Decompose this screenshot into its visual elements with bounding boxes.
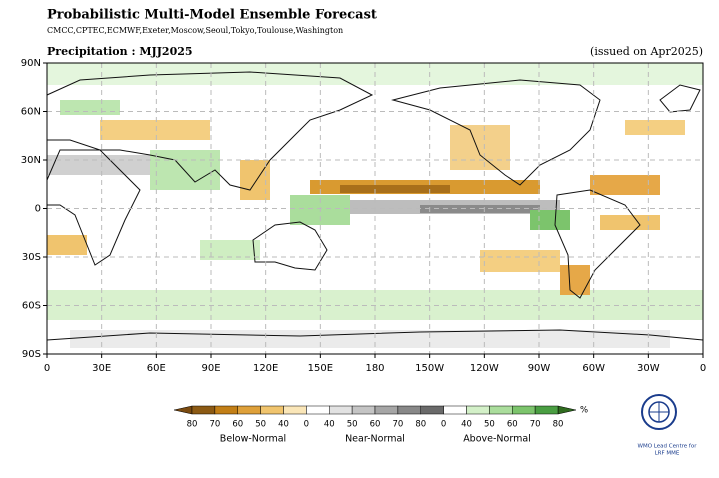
lat-tick-label: 30N <box>21 155 41 166</box>
colorbar-label: 70 <box>209 420 220 430</box>
colorbar-end <box>557 405 577 415</box>
colorbar-box <box>489 405 513 415</box>
colorbar-label: 50 <box>484 420 495 430</box>
title: Probabilistic Multi-Model Ensemble Forec… <box>47 8 377 23</box>
lon-tick-label: 150W <box>415 363 444 374</box>
colorbar-label: 40 <box>324 420 335 430</box>
lat-tick-label: 60S <box>22 301 41 312</box>
colorbar-box <box>512 405 536 415</box>
colorbar-box <box>260 405 284 415</box>
lat-tick-label: 0 <box>35 204 41 215</box>
colorbar-box <box>191 405 216 415</box>
colorbar-unit: % <box>580 406 588 416</box>
category-label: Below-Normal <box>220 434 286 445</box>
colorbar-label: 70 <box>530 420 541 430</box>
lon-tick-label: 150E <box>308 363 333 374</box>
colorbar-box <box>329 405 353 415</box>
lat-tick-label: 90N <box>21 58 41 69</box>
colorbar-label: 80 <box>553 420 564 430</box>
lat-tick-label: 30S <box>22 252 41 263</box>
lon-tick-label: 30W <box>637 363 660 374</box>
subtitle: CMCC,CPTEC,ECMWF,Exeter,Moscow,Seoul,Tok… <box>47 26 343 35</box>
colorbar-box <box>351 405 376 415</box>
colorbar-label: 80 <box>187 420 198 430</box>
lon-tick-label: 0 <box>44 363 50 374</box>
colorbar-end <box>173 405 193 415</box>
lon-tick-label: 60E <box>147 363 166 374</box>
colorbar-box <box>283 405 307 415</box>
colorbar-label: 70 <box>392 420 403 430</box>
colorbar-label: 60 <box>507 420 518 430</box>
colorbar-box <box>397 405 421 415</box>
wmo-logo: WMO Lead Centre for LRF MME <box>638 394 698 457</box>
colorbar-box <box>214 405 238 415</box>
colorbar-label: 80 <box>415 420 426 430</box>
coastlines <box>46 71 704 341</box>
colorbar-label: 40 <box>461 420 472 430</box>
colorbar-label: 0 <box>304 420 309 430</box>
lon-tick-label: 0 <box>700 363 706 374</box>
category-label: Above-Normal <box>463 434 531 445</box>
lon-tick-label: 90E <box>201 363 220 374</box>
colorbar-box <box>374 405 399 415</box>
lon-tick-label: 60W <box>582 363 605 374</box>
colorbar-box <box>306 405 330 415</box>
map-frame <box>46 62 704 355</box>
lon-tick-label: 120W <box>470 363 499 374</box>
lon-tick-label: 180 <box>365 363 384 374</box>
variable-label: Precipitation : MJJ2025 <box>47 45 193 58</box>
issue-label: (issued on Apr2025) <box>590 45 703 58</box>
category-label: Near-Normal <box>345 434 405 445</box>
logo-text: LRF MME <box>655 451 680 457</box>
colorbar-label: 60 <box>232 420 243 430</box>
colorbar-label: 50 <box>255 420 266 430</box>
colorbar-box <box>443 405 467 415</box>
colorbar-label: 60 <box>370 420 381 430</box>
colorbar-box <box>534 405 559 415</box>
colorbar-label: 50 <box>347 420 358 430</box>
colorbar-box <box>466 405 490 415</box>
lon-tick-label: 120E <box>253 363 278 374</box>
lat-tick-label: 90S <box>22 349 41 360</box>
lat-tick-label: 60N <box>21 107 41 118</box>
colorbar-box <box>420 405 444 415</box>
colorbar-label: 0 <box>441 420 446 430</box>
lon-tick-label: 30E <box>92 363 111 374</box>
colorbar-box <box>237 405 261 415</box>
colorbar-label: 40 <box>278 420 289 430</box>
lon-tick-label: 90W <box>528 363 551 374</box>
colorbar: 80 70 60 50 40 0 40 50 60 70 80 0 40 50 60 70 80% Below-N… <box>173 405 588 445</box>
logo-text: WMO Lead Centre for <box>638 444 698 450</box>
